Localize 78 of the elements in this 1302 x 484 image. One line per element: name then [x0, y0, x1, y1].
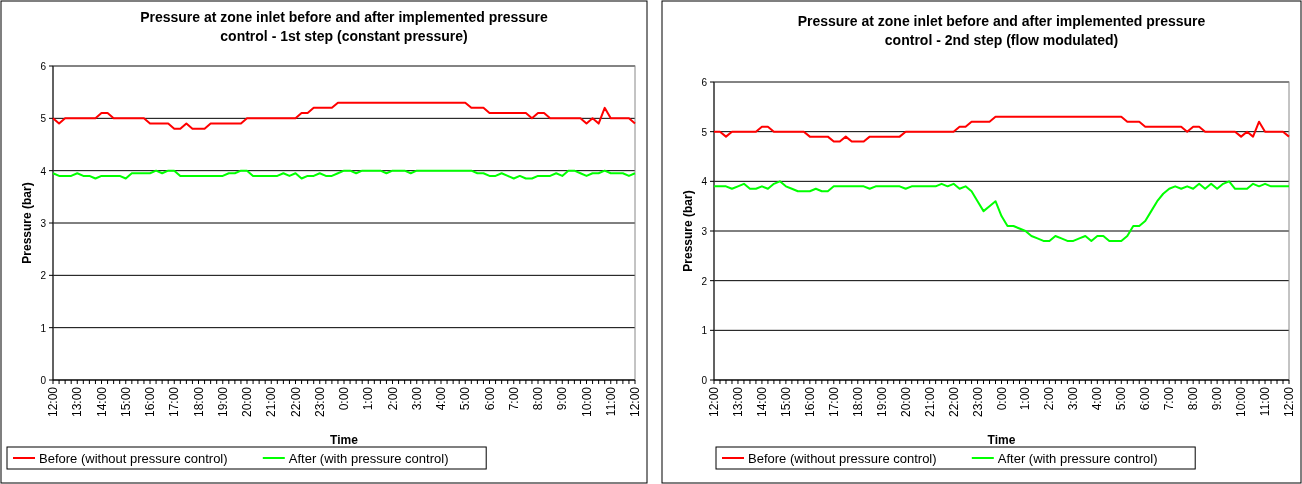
- y-tick-label: 3: [40, 218, 47, 229]
- line-series: [713, 180, 1290, 242]
- x-tick-label: 21:00: [264, 386, 279, 418]
- legend-label: Before (without pressure control): [748, 451, 937, 466]
- y-tick-label: 5: [40, 113, 47, 125]
- x-tick-label: 7:00: [506, 386, 521, 411]
- line-series: [52, 101, 636, 130]
- x-tick-label: 1:00: [1018, 386, 1033, 411]
- x-tick-label: 15:00: [778, 386, 793, 418]
- x-tick-label: 16:00: [802, 386, 817, 418]
- x-tick-label: 23:00: [970, 386, 985, 418]
- y-tick-label: 1: [40, 322, 47, 334]
- y-tick-label: 4: [40, 165, 47, 177]
- y-tick-label: 2: [701, 275, 708, 287]
- y-tick-label: 4: [701, 176, 708, 188]
- x-tick-label: 2:00: [385, 386, 400, 411]
- x-tick-label: 15:00: [118, 386, 133, 418]
- x-tick-label: 3:00: [1066, 386, 1081, 411]
- y-tick-label: 1: [701, 325, 708, 337]
- x-tick-label: 9:00: [1210, 386, 1225, 411]
- x-tick-label: 12:00: [46, 386, 60, 418]
- x-tick-label: 20:00: [240, 386, 254, 418]
- x-tick-label: 5:00: [458, 386, 473, 411]
- y-tick-label: 6: [701, 77, 708, 88]
- x-tick-label: 20:00: [898, 386, 913, 418]
- x-tick-label: 8:00: [531, 386, 545, 411]
- chart-title: Pressure at zone inlet before and after implemented pressure control - 1st step (constant pressure): [140, 9, 549, 44]
- x-tick-label: 23:00: [312, 386, 327, 418]
- x-tick-label: 17:00: [167, 386, 182, 418]
- x-tick-label: 18:00: [850, 386, 865, 418]
- x-tick-label: 11:00: [603, 386, 618, 417]
- chart-title: Pressure at zone inlet before and after implemented pressure control - 2nd step (flow modulated): [797, 13, 1206, 48]
- legend-label: Before (without pressure control): [39, 451, 228, 466]
- x-tick-label: 3:00: [409, 386, 424, 411]
- x-tick-label: 12:00: [707, 386, 721, 418]
- x-tick-label: 4:00: [434, 386, 448, 411]
- x-axis-title: Time: [330, 433, 359, 447]
- x-tick-label: 19:00: [874, 386, 889, 418]
- x-tick-label: 14:00: [94, 386, 109, 418]
- legend-label: After (with pressure control): [997, 451, 1158, 466]
- x-tick-label: 14:00: [754, 386, 769, 418]
- x-tick-label: 2:00: [1042, 386, 1057, 411]
- y-tick-label: 6: [40, 61, 47, 72]
- y-tick-label: 5: [701, 126, 708, 138]
- x-tick-label: 12:00: [628, 386, 642, 418]
- y-axis-title: Pressure (bar): [20, 182, 34, 264]
- x-tick-label: 21:00: [922, 386, 937, 418]
- x-tick-label: 19:00: [215, 386, 230, 418]
- x-tick-label: 12:00: [1282, 386, 1296, 418]
- x-tick-label: 13:00: [730, 386, 745, 418]
- x-tick-label: 7:00: [1162, 386, 1177, 411]
- x-tick-label: 11:00: [1258, 386, 1273, 417]
- y-axis-title: Pressure (bar): [681, 190, 695, 272]
- x-tick-label: 1:00: [361, 386, 376, 411]
- x-tick-label: 18:00: [191, 386, 206, 418]
- x-tick-label: 10:00: [1234, 386, 1249, 418]
- line-series: [52, 169, 636, 180]
- x-tick-label: 5:00: [1114, 386, 1129, 411]
- y-tick-label: 2: [40, 270, 47, 282]
- x-tick-label: 22:00: [288, 386, 303, 418]
- x-tick-label: 8:00: [1186, 386, 1201, 411]
- x-tick-label: 13:00: [70, 386, 85, 418]
- x-tick-label: 17:00: [826, 386, 841, 418]
- x-tick-label: 9:00: [555, 386, 570, 411]
- legend-label: After (with pressure control): [288, 451, 449, 466]
- y-tick-label: 0: [40, 375, 47, 386]
- x-tick-label: 4:00: [1090, 386, 1105, 411]
- y-tick-label: 0: [701, 375, 708, 386]
- x-tick-label: 6:00: [482, 386, 497, 411]
- x-tick-label: 0:00: [337, 386, 351, 411]
- x-tick-label: 16:00: [143, 386, 157, 418]
- x-tick-label: 22:00: [946, 386, 961, 418]
- x-axis-title: Time: [987, 433, 1016, 447]
- x-tick-label: 6:00: [1138, 386, 1153, 411]
- x-tick-label: 0:00: [994, 386, 1009, 411]
- line-series: [713, 115, 1290, 143]
- x-tick-label: 10:00: [579, 386, 594, 418]
- y-tick-label: 3: [701, 226, 708, 237]
